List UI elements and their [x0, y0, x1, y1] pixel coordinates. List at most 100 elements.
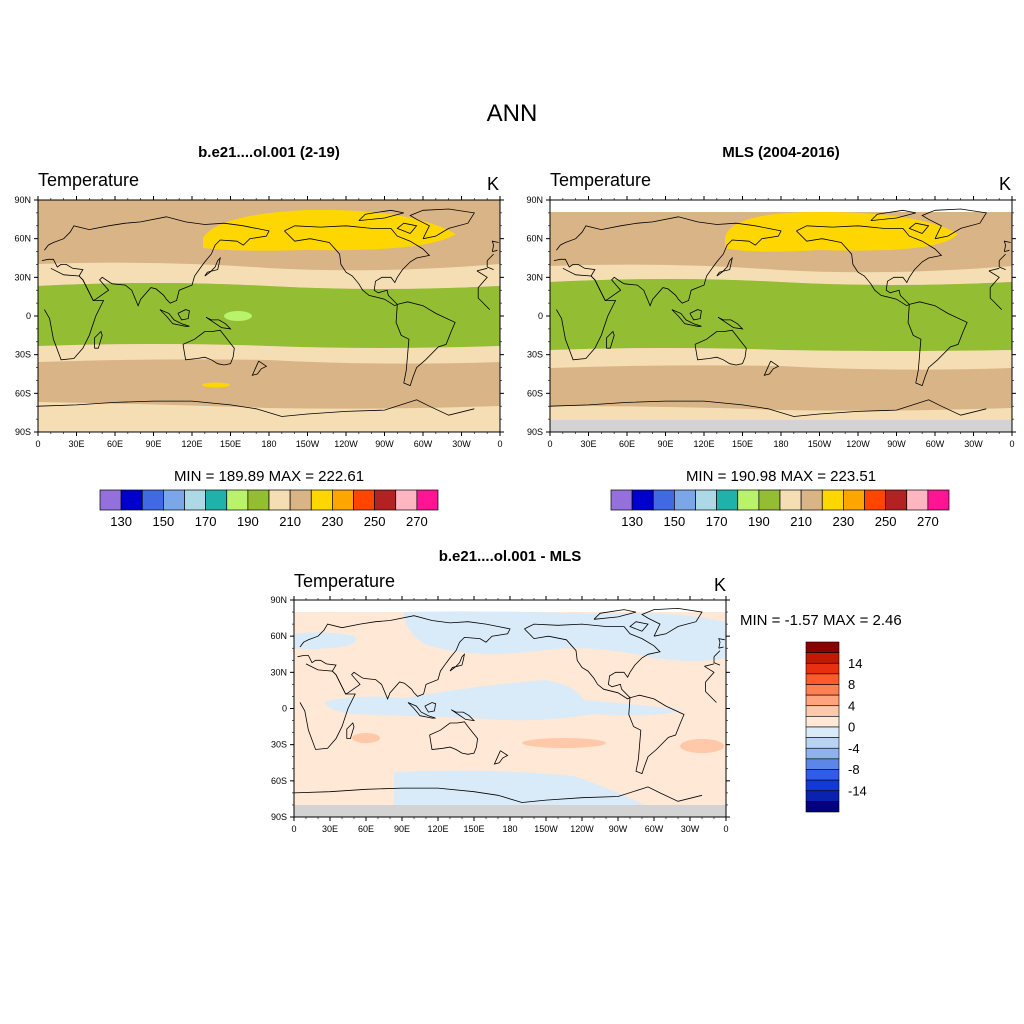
lon-label: 60W	[645, 824, 664, 834]
coastline	[628, 694, 685, 775]
colorbar-diff-label: -4	[848, 741, 860, 756]
coastline	[870, 209, 916, 221]
colorbar-swatch	[885, 489, 908, 511]
coastline	[449, 653, 466, 672]
lat-label: 30N	[270, 667, 287, 677]
lat-label: 60S	[527, 388, 543, 398]
colorbar-swatch	[332, 489, 354, 511]
coastline	[606, 330, 615, 349]
colorbar-swatch	[247, 489, 270, 511]
lat-label: 30S	[15, 350, 31, 360]
lon-label: 150W	[808, 439, 832, 449]
diff-negative-south	[394, 770, 644, 805]
lat-label: 60S	[15, 388, 31, 398]
colorbar-diff-label: 0	[848, 720, 855, 735]
lat-label: 90N	[14, 195, 31, 205]
coastline	[205, 316, 232, 330]
panel-obs-units: K	[999, 174, 1012, 194]
colorbar-swatch	[652, 489, 675, 511]
lat-label: 0	[26, 311, 31, 321]
lon-label: 120W	[334, 439, 358, 449]
colorbar-diff-swatch	[805, 652, 840, 664]
colorbar-label: 270	[406, 514, 428, 529]
map-obs: 90N 60N 30N 0 30S 60S 90S 0 30E 60E 90E 120E 150E 180…	[526, 195, 1016, 449]
lon-label: 90W	[609, 824, 628, 834]
colorbar-swatch	[120, 489, 143, 511]
colorbar-diff-swatch	[805, 705, 840, 717]
arctic-warm-region	[725, 212, 958, 252]
panel-model-units: K	[487, 174, 500, 194]
colorbar-swatch	[843, 489, 865, 511]
colorbar-swatch	[184, 489, 206, 511]
lon-label: 90W	[375, 439, 394, 449]
panel-obs-minmax: MIN = 190.98 MAX = 223.51	[685, 468, 877, 485]
colorbar-swatch	[821, 489, 844, 511]
coastline	[718, 638, 725, 649]
coastline	[641, 607, 703, 637]
coastline	[297, 615, 721, 700]
lat-label: 0	[282, 704, 287, 714]
colorbar-label: 150	[664, 514, 686, 529]
coastline	[907, 301, 968, 387]
colorbar-label: 170	[706, 514, 728, 529]
colorbar-diff-swatch	[805, 758, 840, 770]
panel-diff-variable: Temperature	[294, 571, 396, 591]
lat-label: 90S	[527, 427, 543, 437]
colorbar-diff-swatch	[805, 726, 840, 738]
colorbar-label: 170	[195, 514, 217, 529]
lat-label: 90S	[271, 812, 287, 822]
lon-label: 90E	[657, 439, 673, 449]
lon-label: 30E	[580, 439, 596, 449]
coastline	[908, 222, 930, 234]
panel-diff-minmax: MIN = -1.57 MAX = 2.46	[740, 612, 902, 629]
coastline	[493, 750, 509, 765]
colorbar-label: 250	[364, 514, 386, 529]
coastline	[629, 621, 649, 632]
colorbar-label: 250	[875, 514, 897, 529]
colorbar-swatch	[695, 489, 717, 511]
map-model: 90N 60N 30N 0 30S 60S 90S 0 30E 60E 90E 120E 150E 180…	[14, 195, 504, 449]
lon-label: 30W	[681, 824, 700, 834]
colorbar-swatch	[289, 489, 312, 511]
coastline	[94, 330, 103, 349]
lat-label: 90N	[270, 595, 287, 605]
coastline	[549, 399, 987, 417]
colorbar-swatch	[99, 489, 122, 511]
lon-label: 120W	[570, 824, 594, 834]
colorbar-swatch	[374, 489, 397, 511]
diff-positive-spot-2	[352, 733, 380, 743]
coastline	[716, 256, 733, 277]
coastline	[671, 309, 702, 327]
band-polar-south	[38, 402, 500, 432]
lon-label: 90E	[145, 439, 161, 449]
lon-label: 150W	[296, 439, 320, 449]
colorbar-label: 130	[110, 514, 132, 529]
coastlines	[293, 607, 725, 803]
coastline	[796, 225, 943, 307]
colorbar-swatch	[927, 489, 950, 511]
tropical-cold-spot	[224, 311, 252, 321]
colorbar-diff-swatch	[805, 673, 840, 685]
main-title: ANN	[486, 100, 538, 127]
lon-label: 150E	[463, 824, 484, 834]
lat-label: 60N	[526, 234, 543, 244]
panel-obs-title: MLS (2004-2016)	[722, 144, 840, 161]
coastline	[717, 316, 744, 330]
coastline	[395, 301, 456, 387]
colorbar-swatch	[610, 489, 633, 511]
colorbar-label: 270	[917, 514, 939, 529]
lon-label: 90E	[394, 824, 410, 834]
colorbar-obs: 130 150 170 190 210 230 250 270	[610, 489, 950, 529]
band-tropics	[550, 279, 1012, 351]
colorbar-label: 190	[237, 514, 259, 529]
coastline	[37, 399, 475, 417]
colorbar-diff-swatch	[805, 641, 840, 653]
colorbar-diff-swatch	[805, 737, 840, 749]
colorbar-diff-swatch	[805, 716, 840, 728]
lat-label: 30N	[526, 272, 543, 282]
lat-label: 60N	[14, 234, 31, 244]
colorbar-swatch	[226, 489, 249, 511]
coastline	[450, 709, 476, 722]
coastlines	[549, 208, 1011, 417]
colorbar-diff-swatch	[805, 747, 840, 760]
